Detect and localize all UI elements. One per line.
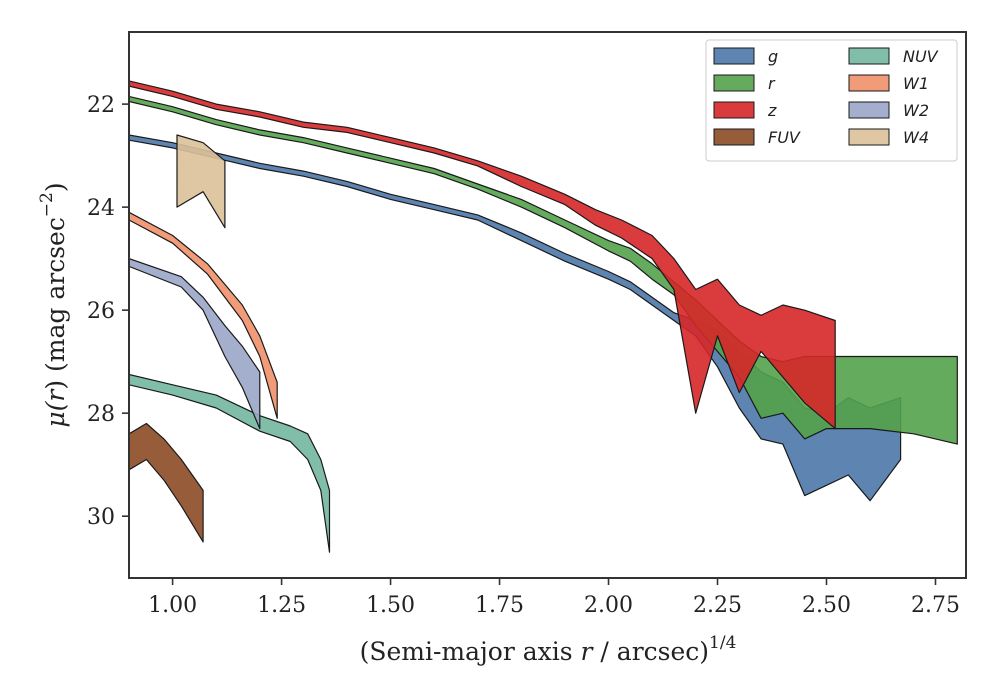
series-band-fuv bbox=[129, 422, 204, 543]
x-tick-label: 2.25 bbox=[693, 593, 742, 618]
series-band-w1 bbox=[129, 211, 278, 419]
x-tick-label: 1.00 bbox=[148, 593, 197, 618]
y-tick-label: 26 bbox=[87, 299, 115, 324]
legend-swatch-z bbox=[713, 101, 755, 119]
series-band-g bbox=[129, 134, 902, 502]
series-band-z bbox=[129, 80, 836, 430]
legend-label-z: z bbox=[767, 101, 777, 120]
y-tick-label: 22 bbox=[87, 93, 115, 118]
y-tick-label: 28 bbox=[87, 402, 115, 427]
x-tick-label: 2.00 bbox=[584, 593, 633, 618]
series-band-w2 bbox=[129, 258, 261, 430]
legend-label-fuv: FUV bbox=[768, 128, 801, 147]
x-tick-label: 2.75 bbox=[911, 593, 960, 618]
legend-swatch-fuv bbox=[713, 128, 755, 146]
series-layer bbox=[129, 80, 958, 553]
ticks-layer: 1.00 1.25 1.50 1.75 2.00 2.25 2.50 2.75 22 24 26 28… bbox=[87, 93, 960, 618]
legend-box bbox=[705, 39, 958, 162]
y-axis-label: μ(r) (mag arcsec−2) bbox=[37, 182, 70, 427]
legend-swatch-r bbox=[713, 74, 755, 92]
legend-label-w1: W1 bbox=[903, 74, 929, 93]
legend-swatch-w4 bbox=[848, 128, 890, 146]
y-tick-label: 24 bbox=[87, 196, 115, 221]
x-tick-label: 1.75 bbox=[475, 593, 524, 618]
legend-label-r: r bbox=[768, 74, 776, 93]
y-tick-label: 30 bbox=[87, 505, 115, 530]
legend-swatch-w1 bbox=[848, 74, 890, 92]
plot-frame bbox=[128, 31, 967, 579]
legend-label-nuv: NUV bbox=[903, 47, 939, 66]
series-band-nuv bbox=[129, 373, 331, 553]
x-axis-label: (Semi-major axis r / arcsec)1/4 bbox=[360, 633, 737, 666]
x-tick-label: 1.50 bbox=[366, 593, 415, 618]
legend-label-w4: W4 bbox=[903, 128, 929, 147]
series-band-w4 bbox=[176, 134, 226, 229]
x-tick-label: 2.50 bbox=[802, 593, 851, 618]
x-tick-label: 1.25 bbox=[257, 593, 306, 618]
legend: grz FUV NUV W1 W2 W4 bbox=[705, 39, 958, 162]
legend-swatch-w2 bbox=[848, 101, 890, 119]
legend-swatch-g bbox=[713, 47, 755, 65]
legend-label-g: g bbox=[768, 47, 778, 66]
legend-swatch-nuv bbox=[848, 47, 890, 65]
legend-label-w2: W2 bbox=[903, 101, 929, 120]
